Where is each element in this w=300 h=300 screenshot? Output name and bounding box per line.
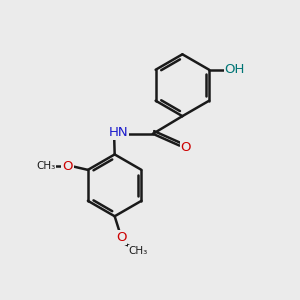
Text: O: O bbox=[62, 160, 73, 173]
Text: OH: OH bbox=[225, 63, 245, 76]
Text: HN: HN bbox=[108, 126, 128, 140]
Text: O: O bbox=[181, 141, 191, 154]
Text: CH₃: CH₃ bbox=[129, 246, 148, 256]
Text: CH₃: CH₃ bbox=[36, 161, 56, 171]
Text: O: O bbox=[116, 231, 126, 244]
